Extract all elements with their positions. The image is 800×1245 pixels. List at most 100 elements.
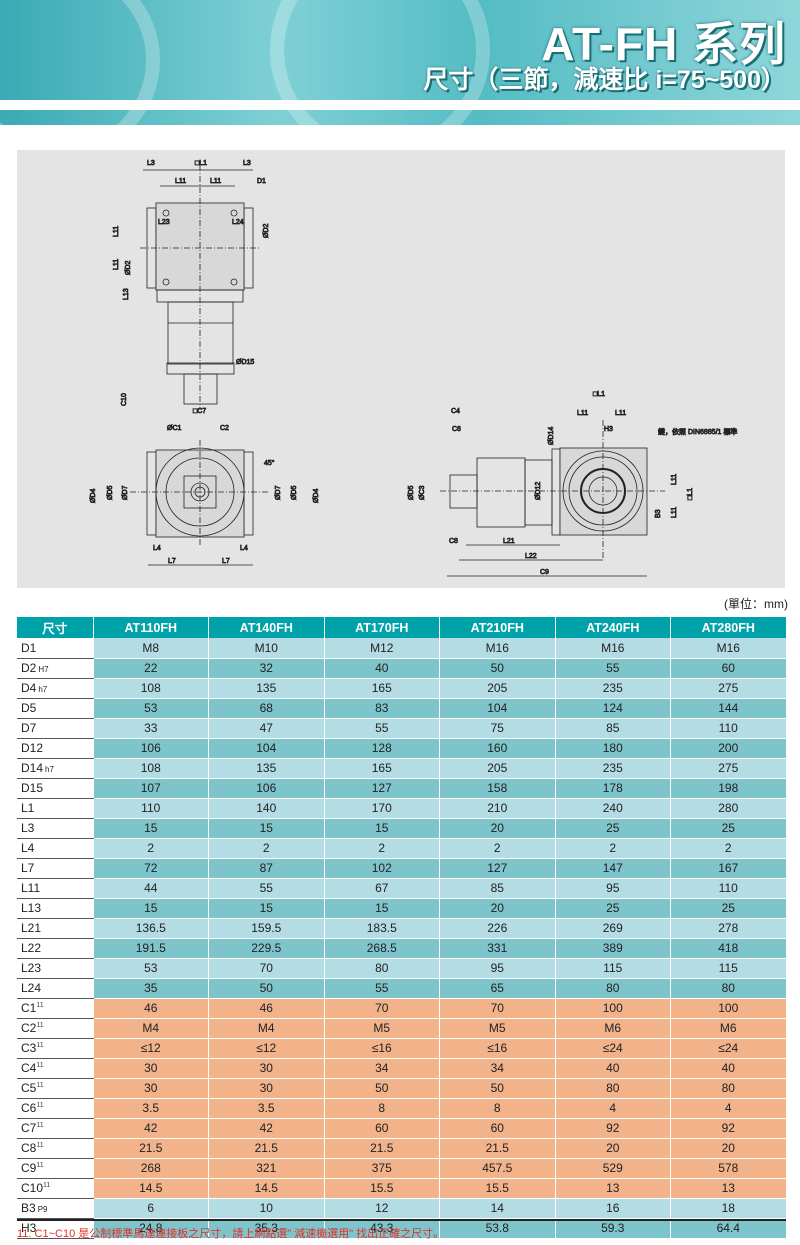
table-cell: 20 (439, 898, 556, 919)
row-name: D4 (21, 681, 37, 695)
table-cell: 127 (324, 778, 440, 799)
table-cell: 40 (555, 1058, 671, 1079)
row-name: D2 (21, 661, 37, 675)
row-label: D7 (17, 718, 94, 739)
row-name: C5 (21, 1081, 37, 1095)
svg-text:ØD2: ØD2 (263, 224, 270, 239)
table-cell: 20 (670, 1138, 787, 1159)
table-cell: 124 (555, 698, 671, 719)
table-cell: 15 (324, 818, 440, 839)
table-cell: 42 (93, 1118, 209, 1139)
table-cell: 275 (670, 678, 787, 699)
table-cell: 180 (555, 738, 671, 759)
table-cell: 15 (208, 898, 325, 919)
row-label: L13 (17, 898, 94, 919)
table-cell: 25 (555, 898, 671, 919)
footnote-marker: 11 (36, 1082, 44, 1089)
row-name: L13 (21, 901, 42, 915)
banner-divider (0, 100, 800, 110)
table-cell: 160 (439, 738, 556, 759)
table-cell: 21.5 (208, 1138, 325, 1159)
svg-text:ØC1: ØC1 (167, 425, 182, 432)
table-cell: 198 (670, 778, 787, 799)
svg-text:□L1: □L1 (687, 488, 694, 500)
table-cell: 147 (555, 858, 671, 879)
svg-text:ØD5: ØD5 (291, 486, 298, 501)
table-cell: 13 (555, 1178, 671, 1199)
table-cell: 170 (324, 798, 440, 819)
table-cell: 280 (670, 798, 787, 819)
svg-text:L23: L23 (158, 219, 170, 226)
svg-text:□C7: □C7 (193, 408, 206, 415)
table-row: B3 P9 6 10 12 14 16 18 (17, 1198, 787, 1219)
unit-label: (單位：mm) (724, 597, 788, 611)
table-cell: 60 (324, 1118, 440, 1139)
svg-text:C9: C9 (540, 569, 549, 576)
table-cell: M6 (555, 1018, 671, 1039)
header-model: AT110FH (93, 617, 209, 638)
table-cell: 75 (439, 718, 556, 739)
row-label: L24 (17, 978, 94, 999)
table-cell: 229.5 (208, 938, 325, 959)
table-cell: 25 (670, 818, 787, 839)
row-label: L3 (17, 818, 94, 839)
row-name: C7 (21, 1121, 37, 1135)
table-cell: 115 (670, 958, 787, 979)
svg-text:L3: L3 (147, 160, 155, 167)
table-row: C311 ≤12 ≤12 ≤16 ≤16 ≤24 ≤24 (17, 1038, 787, 1059)
table-cell: 13 (670, 1178, 787, 1199)
table-cell: 68 (208, 698, 325, 719)
row-label: L1 (17, 798, 94, 819)
table-row: D14 h7 108 135 165 205 235 275 (17, 758, 787, 779)
table-cell: M6 (670, 1018, 787, 1039)
table-row: D5 53 68 83 104 124 144 (17, 698, 787, 719)
svg-text:L11: L11 (113, 259, 120, 270)
table-cell: 15.5 (439, 1178, 556, 1199)
footnote-marker: 11 (36, 1102, 44, 1109)
row-name: B3 (21, 1201, 36, 1215)
svg-text:L11: L11 (671, 474, 678, 485)
table-cell: ≤24 (555, 1038, 671, 1059)
svg-text:L11: L11 (210, 178, 221, 185)
table-cell: 53 (93, 698, 209, 719)
row-label: L4 (17, 838, 94, 859)
header-dimension: 尺寸 (17, 617, 94, 638)
row-label: L23 (17, 958, 94, 979)
svg-text:ØD5: ØD5 (408, 486, 415, 501)
table-cell: 55 (208, 878, 325, 899)
header-model: AT170FH (324, 617, 440, 638)
table-row: D15 107 106 127 158 178 198 (17, 778, 787, 799)
table-cell: 110 (93, 798, 209, 819)
row-name: C3 (21, 1041, 37, 1055)
table-cell: 15 (208, 818, 325, 839)
svg-text:ØD5: ØD5 (107, 486, 114, 501)
header-model: AT280FH (670, 617, 787, 638)
row-label: D4 h7 (17, 678, 94, 699)
row-label: D12 (17, 738, 94, 759)
table-row: L3 15 15 15 20 25 25 (17, 818, 787, 839)
svg-text:45°: 45° (264, 459, 275, 467)
front-view: □C7 ØC1 C2 45° ØD5 ØD7 ØD7 ØD5 ØD4 ØD4 L… (90, 408, 320, 566)
table-cell: 104 (208, 738, 325, 759)
row-label: C1011 (17, 1178, 94, 1199)
svg-text:L11: L11 (577, 410, 588, 417)
table-cell: 59.3 (555, 1218, 671, 1239)
row-name: L22 (21, 941, 42, 955)
svg-text:C6: C6 (452, 426, 461, 433)
table-cell: 60 (670, 658, 787, 679)
table-cell: 200 (670, 738, 787, 759)
table-cell: 321 (208, 1158, 325, 1179)
row-label: H3 (17, 1218, 94, 1239)
row-name: D15 (21, 781, 44, 795)
table-cell: 2 (555, 838, 671, 859)
table-cell: 14 (439, 1198, 556, 1219)
table-cell: 21.5 (324, 1138, 440, 1159)
top-view: L3 □L1 L3 L11 L11 D1 L23 L24 ØD2 L11 L11… (113, 160, 270, 410)
table-cell: 108 (93, 758, 209, 779)
row-name: L21 (21, 921, 42, 935)
table-cell: 128 (324, 738, 440, 759)
table-cell: ≤16 (439, 1038, 556, 1059)
table-cell: ≤16 (324, 1038, 440, 1059)
table-cell: 40 (670, 1058, 787, 1079)
table-cell: 110 (670, 878, 787, 899)
